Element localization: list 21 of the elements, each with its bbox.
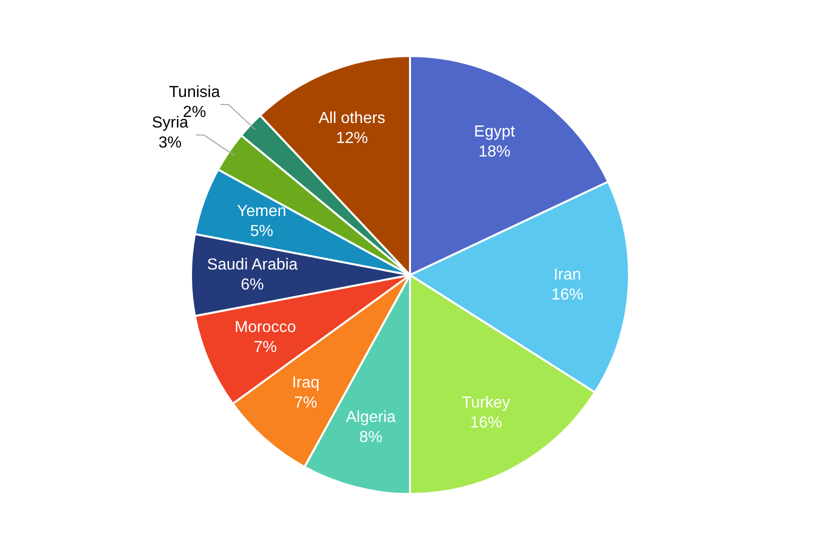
- data-label: 7%: [254, 339, 277, 356]
- slice-label: Morocco: [234, 319, 296, 336]
- data-label: 18%: [478, 143, 511, 160]
- data-label: 7%: [294, 394, 318, 412]
- data-label: 3%: [158, 134, 182, 152]
- data-label: 8%: [359, 429, 382, 446]
- data-label: 5%: [250, 222, 274, 240]
- slice-label: Turkey: [462, 394, 510, 412]
- slice-label: Saudi Arabia: [206, 256, 298, 274]
- slice-label: Yemen: [237, 202, 286, 220]
- data-label: 16%: [470, 414, 502, 432]
- slice-label: Syria: [152, 114, 188, 132]
- data-label: 6%: [240, 276, 264, 294]
- slice-label: Iraq: [292, 374, 320, 392]
- data-label: 16%: [551, 286, 584, 304]
- data-label: 12%: [336, 130, 368, 147]
- slice-label: Egypt: [474, 123, 516, 140]
- slice-label: All others: [318, 110, 386, 127]
- slice-label: Tunisia: [168, 84, 220, 101]
- slice-label: Iran: [554, 266, 582, 284]
- slice-label: Algeria: [346, 409, 396, 426]
